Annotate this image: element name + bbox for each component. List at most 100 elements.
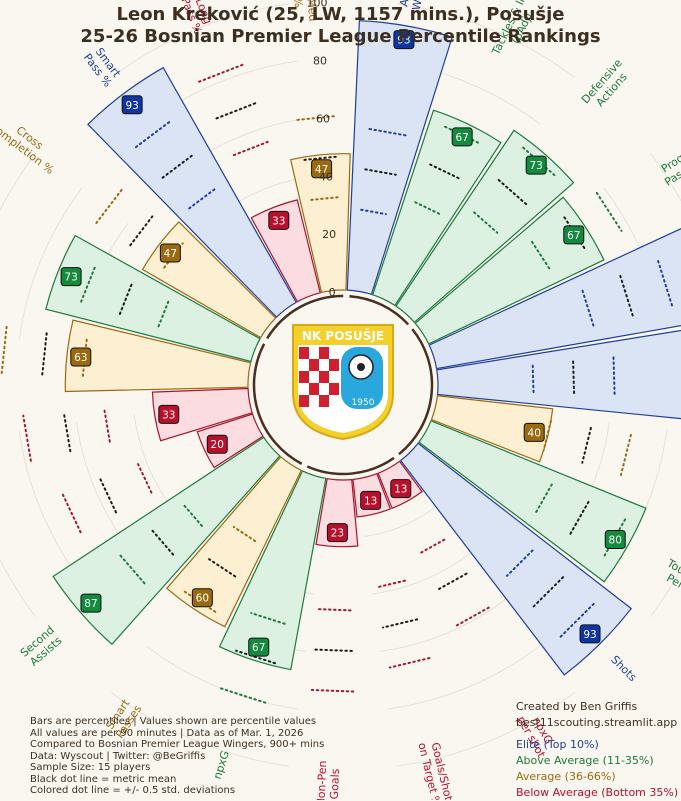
group-arc [252,343,303,465]
metric-label: CrossCompletion % [0,109,64,176]
note-line: Sample Size: 15 players [30,762,151,773]
std-dot-line [103,406,111,443]
std-dot-line [198,63,245,83]
std-dot-line [375,579,406,589]
note-line: Colored dot line = +/- 0.5 std. deviatio… [30,785,236,796]
std-dot-line [612,356,616,398]
std-dot-line [308,688,355,693]
value-box [563,225,585,245]
grid-ring [0,153,36,212]
metric-label-line: Aerial [397,0,415,8]
mean-dot-line [149,527,175,556]
value-box [311,159,333,179]
badge-checker [299,371,309,383]
value-box [191,588,213,608]
grid-ring [396,692,575,767]
value-label: 67 [252,642,265,654]
bar-1 [371,109,502,307]
value-label: 67 [455,132,468,144]
std-dot-line [250,612,286,625]
std-dot-line [137,463,153,494]
grid-ring [372,553,471,595]
value-box [158,404,180,424]
badge-checker [329,359,339,371]
mean-dot-line [429,163,462,181]
grid-ring [364,506,436,538]
value-label: 80 [609,534,622,546]
std-dot-line [183,590,217,613]
value-box [70,347,92,367]
metric-label: SmartPass % [81,43,125,89]
std-dot-line [232,140,269,157]
bar-15 [196,413,264,469]
grid-ring [111,3,290,78]
value-box [159,243,181,263]
mean-dot-line [312,648,353,652]
group-arc [306,456,395,476]
grid-ring [396,3,575,78]
legend-above-average: Above Average (11-35%) [516,754,654,767]
mean-dot-line [581,426,592,464]
value-label: 87 [84,598,97,610]
value-label: 23 [331,528,344,540]
std-dot-line [360,208,387,216]
metric-label: Non-PenGoals [315,760,343,800]
grid-ring [650,153,681,202]
badge-checker [309,359,319,371]
value-label: 47 [315,164,328,176]
metric-label: AerialWin % [397,0,429,11]
bar-7 [418,420,647,583]
std-dot-line [531,240,552,272]
grid-ring [18,187,83,340]
value-box [451,127,473,147]
group-arc [349,294,410,326]
mean-dot-line [235,649,276,665]
std-dot-line [296,115,337,121]
value-box [121,95,143,115]
std-dot-line [182,503,203,527]
value-box [80,593,102,613]
metric-label-line: Pen Box [664,571,681,604]
badge-checker [319,371,329,383]
std-dot-line [80,264,97,303]
metric-label-line: Pass % [288,0,305,8]
grid-ring [380,599,506,652]
value-label: 40 [528,427,541,439]
badge-checker [329,383,339,395]
title-line-1: Leon Kreković (25, LW, 1157 mins.), Posu… [116,4,565,25]
scale-tick-label: 80 [313,54,327,67]
std-dot-line [420,538,446,554]
value-label: 73 [530,160,543,172]
bar-22 [289,153,351,294]
metric-label: Goals/Shoton Target % [415,738,455,800]
bar-17 [64,319,252,393]
bar-20 [87,66,297,318]
grid-ring [145,645,298,710]
value-box [206,434,228,454]
std-dot-line [657,260,674,309]
std-dot-line [81,338,88,377]
value-label: 33 [162,409,175,421]
grid-ring [650,568,681,617]
value-label: 13 [364,495,377,507]
metric-label: SecondAssists [18,623,66,669]
value-box [326,523,348,543]
std-dot-line [317,608,352,612]
badge-checker [319,347,329,359]
value-label: 63 [74,352,87,364]
mean-dot-line [99,477,118,514]
metric-label-line: Win % [410,0,429,11]
mean-dot-line [619,274,634,318]
std-dot-line [368,127,407,137]
metric-label-line: Shots [608,653,639,684]
value-box [525,155,547,175]
std-dot-line [61,492,82,534]
std-dot-line [531,364,535,394]
std-dot-line [454,606,490,628]
scale-tick-label: 40 [319,170,333,183]
value-box [60,267,82,287]
mean-dot-line [41,330,48,376]
value-label: 20 [211,439,224,451]
value-box [393,30,415,50]
mean-dot-line [364,168,397,176]
